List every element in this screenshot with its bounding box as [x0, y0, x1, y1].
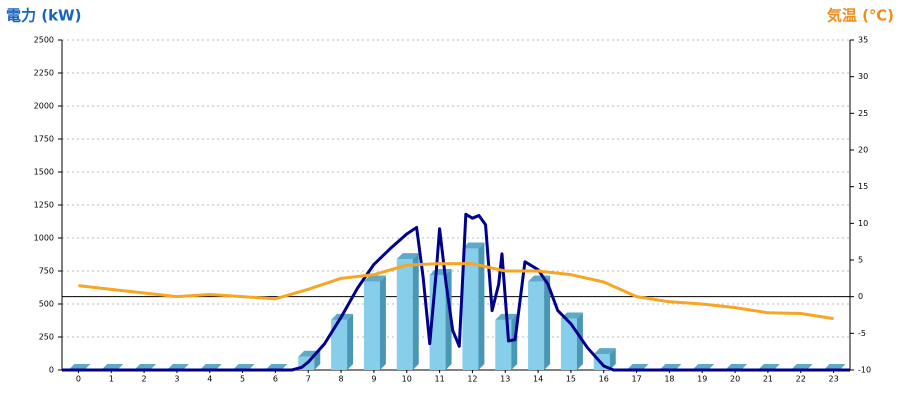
- y-tick-label: 2000: [34, 102, 54, 111]
- y-tick-label: 750: [39, 267, 54, 276]
- x-tick-label: 2: [142, 375, 147, 384]
- bar: [396, 253, 419, 370]
- bar: [528, 275, 551, 370]
- bar-front: [528, 281, 545, 370]
- y2-tick-label: 30: [858, 72, 868, 81]
- x-tick-label: 6: [273, 375, 278, 384]
- bar-front: [560, 318, 577, 370]
- y2-tick-label: 15: [858, 182, 868, 191]
- bar-front: [396, 259, 413, 370]
- x-tick-label: 14: [533, 375, 543, 384]
- y-tick-label: 1750: [34, 135, 54, 144]
- y2-axis-title: 気温 (℃): [827, 7, 894, 25]
- bar: [331, 313, 354, 370]
- y2-tick-label: -10: [858, 366, 871, 375]
- bar-top: [593, 348, 616, 355]
- bar-side: [544, 275, 551, 370]
- x-tick-label: 12: [467, 375, 477, 384]
- x-tick-label: 23: [828, 375, 838, 384]
- bar-side: [347, 313, 354, 370]
- x-tick-label: 13: [500, 375, 510, 384]
- x-tick-label: 17: [631, 375, 641, 384]
- y2-tick-label: 5: [858, 256, 863, 265]
- y-axis-title: 電力 (kW): [6, 7, 81, 25]
- x-tick-label: 1: [109, 375, 114, 384]
- bar: [560, 312, 583, 370]
- line: [62, 212, 850, 372]
- y2-tick-label: -5: [858, 329, 866, 338]
- x-tick-label: 16: [599, 375, 609, 384]
- x-tick-label: 11: [434, 375, 444, 384]
- y2-tick-label: 0: [858, 292, 863, 301]
- x-tick-label: 4: [207, 375, 212, 384]
- y-tick-label: 1000: [34, 234, 54, 243]
- bar-top: [462, 242, 485, 249]
- x-tick-label: 20: [730, 375, 740, 384]
- bar-top: [363, 275, 386, 282]
- y2-tick-label: 10: [858, 219, 868, 228]
- bar: [462, 242, 485, 370]
- x-tick-label: 9: [371, 375, 376, 384]
- y-tick-label: 1250: [34, 201, 54, 210]
- y-tick-label: 250: [39, 333, 54, 342]
- bar-side: [478, 242, 485, 370]
- bar-top: [396, 253, 419, 260]
- y-tick-label: 2250: [34, 69, 54, 78]
- x-tick-label: 0: [76, 375, 81, 384]
- x-tick-label: 19: [697, 375, 707, 384]
- x-tick-label: 7: [306, 375, 311, 384]
- bar-side: [576, 312, 583, 370]
- x-tick-label: 5: [240, 375, 245, 384]
- bar-side: [412, 253, 419, 370]
- x-tick-label: 3: [174, 375, 179, 384]
- bar-side: [609, 348, 616, 370]
- bar-side: [379, 275, 386, 370]
- y-tick-label: 0: [49, 366, 54, 375]
- x-tick-label: 22: [796, 375, 806, 384]
- bar-front: [331, 319, 348, 370]
- y-tick-label: 2500: [34, 36, 54, 45]
- bar-front: [462, 248, 479, 370]
- y2-tick-label: 25: [858, 109, 868, 118]
- y-tick-label: 1500: [34, 168, 54, 177]
- bar-top: [560, 312, 583, 319]
- y2-tick-label: 35: [858, 36, 868, 45]
- x-tick-label: 15: [566, 375, 576, 384]
- y-tick-label: 500: [39, 300, 54, 309]
- x-tick-label: 21: [763, 375, 773, 384]
- x-tick-label: 10: [402, 375, 412, 384]
- x-tick-label: 18: [664, 375, 674, 384]
- bar: [363, 275, 386, 370]
- line: [78, 262, 834, 321]
- x-tick-label: 8: [339, 375, 344, 384]
- y2-tick-label: 20: [858, 146, 868, 155]
- bar-front: [363, 281, 380, 370]
